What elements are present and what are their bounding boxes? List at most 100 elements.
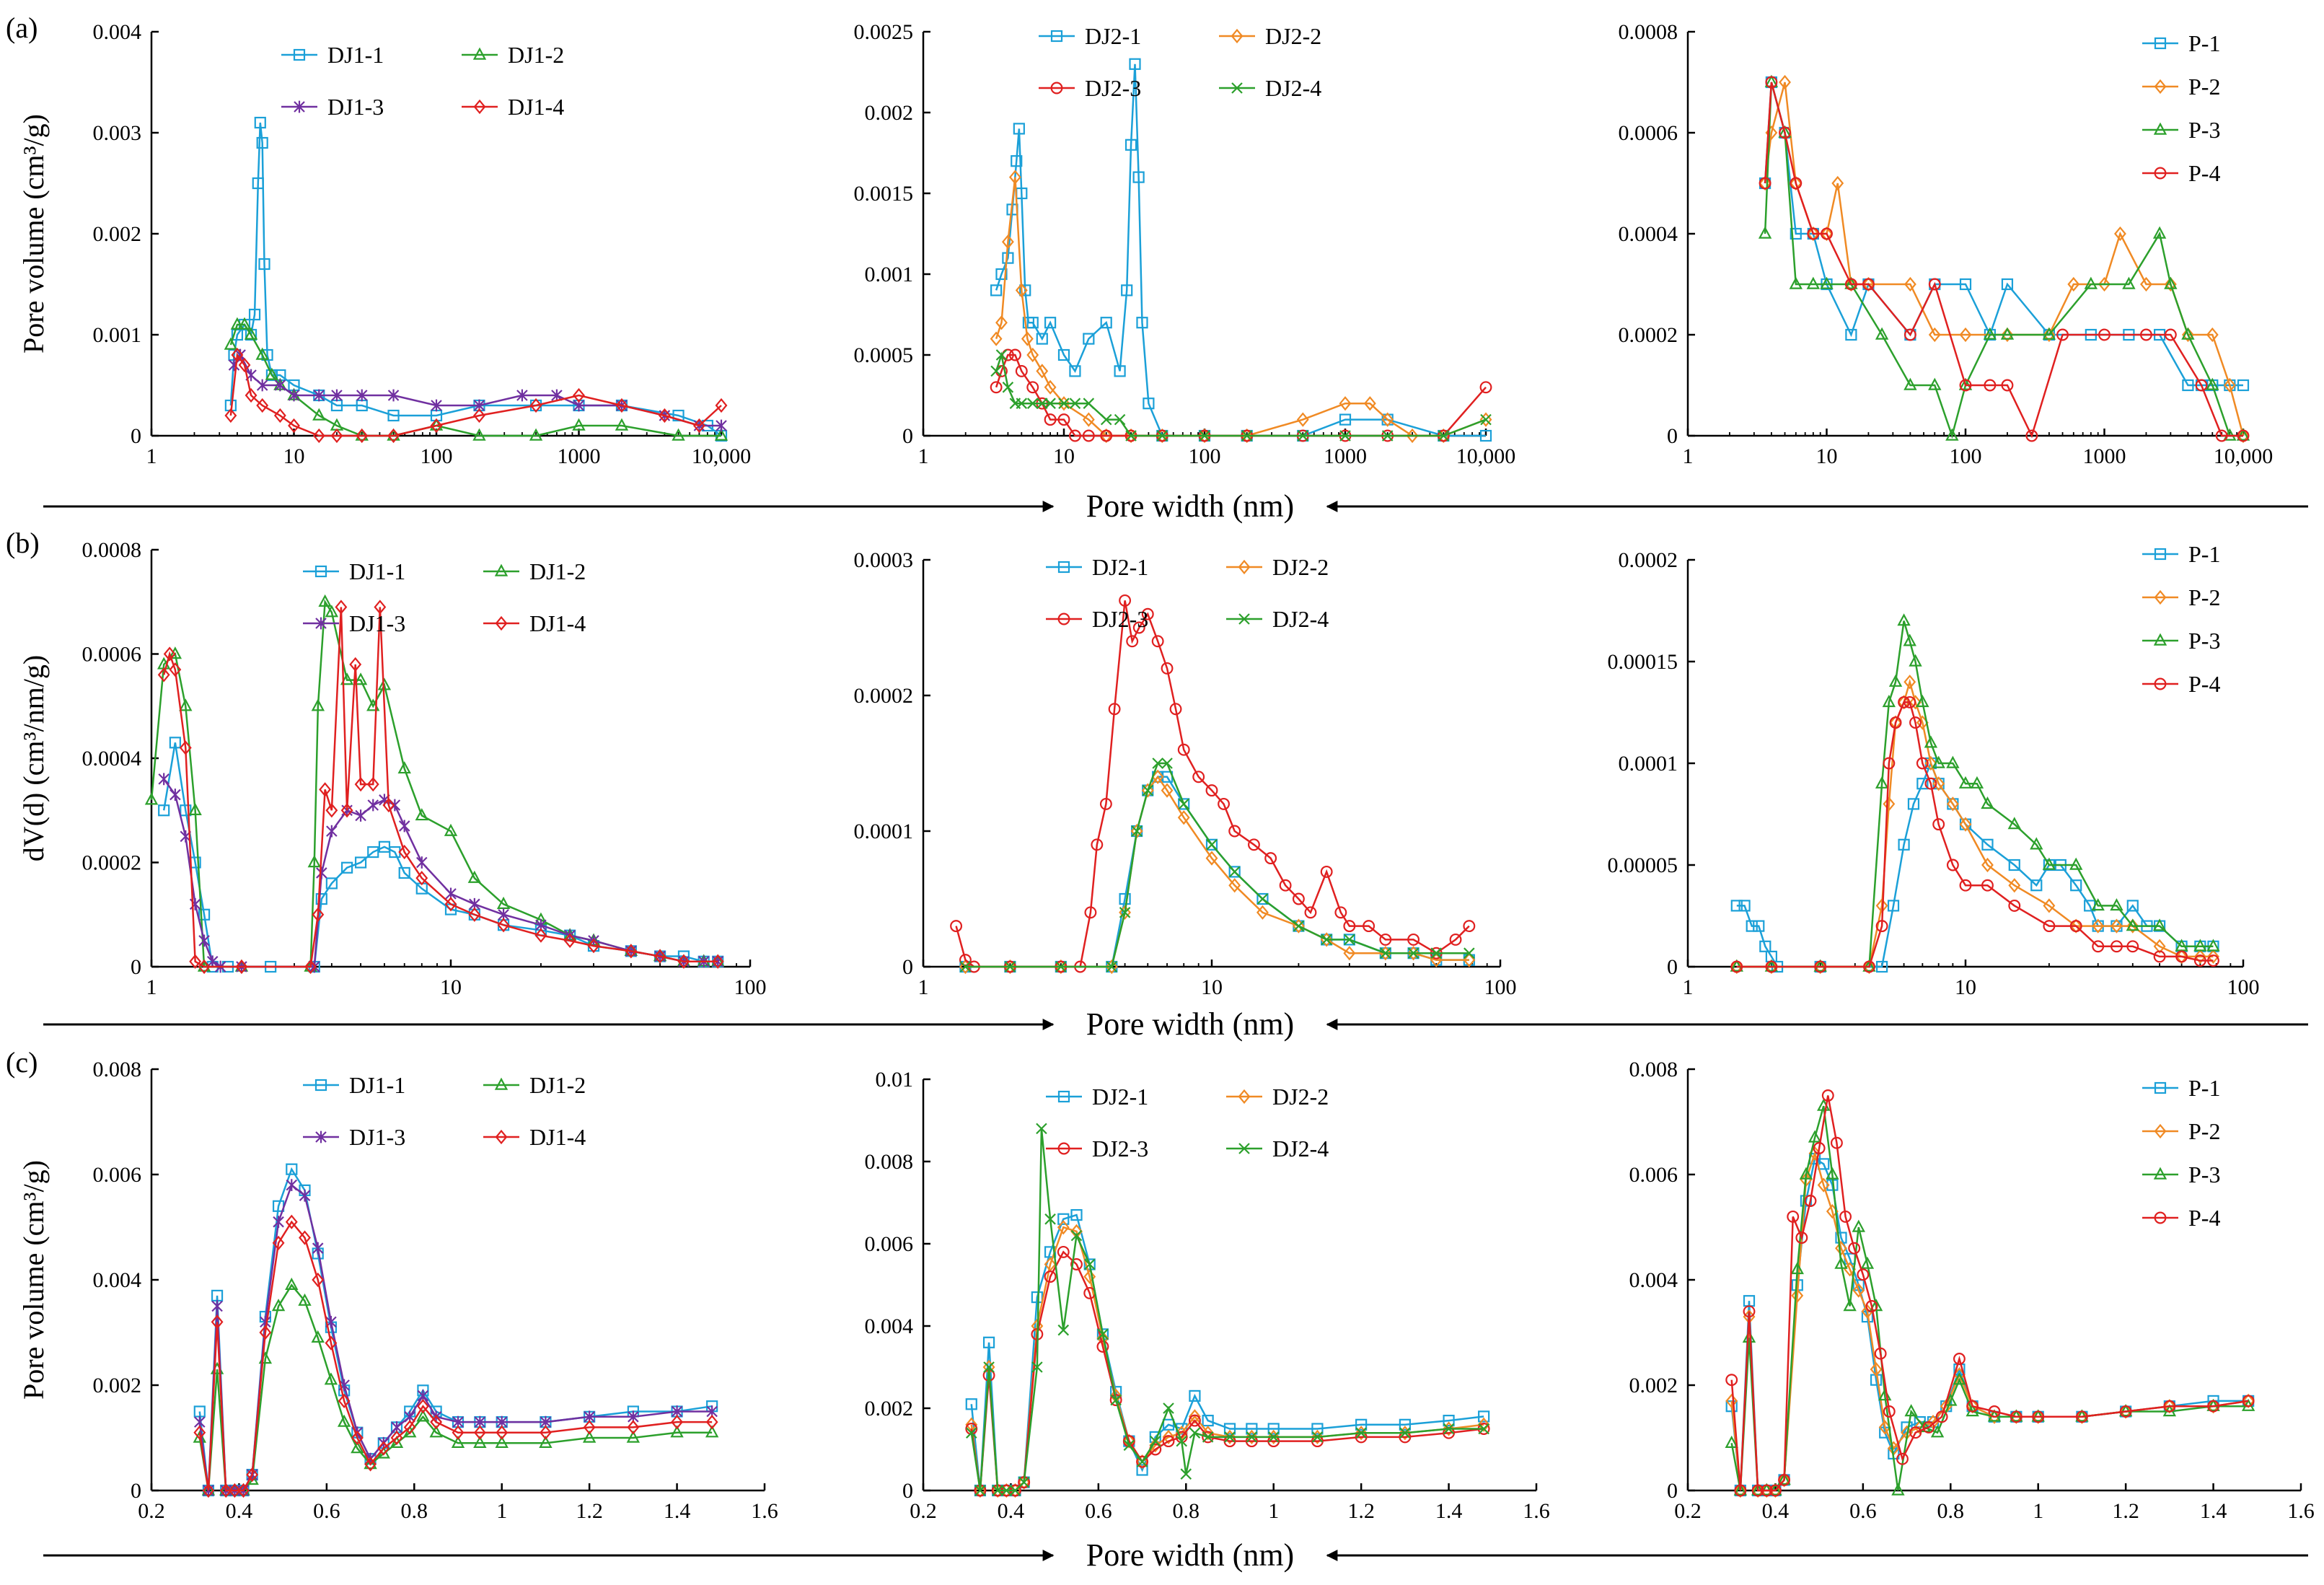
data-point	[1909, 695, 1922, 710]
data-point	[2153, 950, 2166, 963]
series-DJ2-3	[965, 1245, 1490, 1497]
data-point	[228, 1483, 241, 1498]
data-point	[496, 1425, 509, 1440]
data-point	[2008, 878, 2021, 893]
series-line	[1764, 82, 2243, 439]
series-line	[1764, 82, 2245, 436]
data-point	[1835, 1241, 1847, 1256]
legend-entry: P-2	[2142, 584, 2220, 610]
data-point	[330, 428, 343, 444]
data-point	[1083, 1258, 1096, 1270]
data-point	[444, 823, 458, 836]
legend-marker	[1231, 82, 1243, 94]
data-point	[1293, 920, 1305, 932]
data-point	[335, 600, 348, 615]
legend-marker	[1050, 30, 1063, 43]
legend-marker	[314, 565, 327, 578]
data-point	[1904, 1404, 1918, 1417]
data-point	[1725, 1374, 1738, 1387]
data-point	[1008, 170, 1021, 185]
data-point	[1407, 946, 1420, 961]
data-point	[286, 1163, 298, 1175]
legend-entry: DJ1-3	[303, 1124, 405, 1150]
data-point	[1026, 317, 1039, 329]
data-point	[563, 933, 576, 948]
legend-label: DJ2-1	[1085, 23, 1141, 49]
data-point	[2001, 278, 2014, 291]
data-point	[265, 367, 279, 380]
data-point	[452, 1425, 465, 1440]
data-point	[252, 177, 264, 190]
data-point	[1734, 1484, 1747, 1497]
y-tick-label: 0	[1667, 424, 1678, 448]
y-tick-label: 0	[131, 955, 141, 979]
x-tick-label: 1	[918, 444, 929, 468]
data-point	[1180, 1468, 1192, 1480]
y-tick-label: 0.0008	[1619, 20, 1678, 44]
y-tick-label: 0.004	[93, 1268, 142, 1292]
data-point	[2126, 940, 2139, 953]
data-point	[1406, 428, 1419, 444]
data-point	[377, 1441, 390, 1456]
data-point	[274, 379, 286, 392]
legend-entry: DJ2-2	[1226, 1084, 1329, 1110]
data-point	[1932, 755, 1945, 768]
series-P-4	[1725, 1089, 2255, 1497]
data-point	[1334, 906, 1347, 919]
legend-entry: DJ2-4	[1219, 75, 1321, 101]
legend-marker	[1238, 1089, 1251, 1105]
data-point	[2042, 857, 2056, 870]
data-point	[246, 1467, 259, 1483]
legend-label: DJ1-2	[529, 1072, 586, 1098]
y-tick-label: 0.0015	[854, 182, 914, 206]
x-title-c: Pore width (nm)	[1086, 1537, 1294, 1573]
data-point	[705, 1425, 719, 1438]
x-tick-label: 10,000	[2214, 444, 2274, 468]
x-tick-label: 1.4	[1435, 1499, 1463, 1523]
chart-a1: 1 10 100 1000 10,000 0 0.001 0.002 0.003 0.004 Por…	[17, 20, 751, 468]
data-point	[1981, 857, 1994, 873]
legend-label: P-1	[2188, 541, 2220, 567]
y-tick-label: 0.004	[93, 20, 142, 44]
data-point	[356, 389, 368, 402]
data-point	[1044, 317, 1057, 329]
data-point	[1339, 396, 1352, 411]
series-P-2	[1759, 74, 2250, 444]
data-point	[1026, 398, 1039, 409]
series-line	[150, 599, 718, 968]
data-point	[1983, 327, 1997, 340]
series-DJ1-3	[194, 1179, 718, 1497]
data-point	[1865, 1300, 1878, 1312]
x-tick-label: 0.8	[1173, 1499, 1200, 1523]
data-point	[367, 799, 379, 812]
data-point	[1267, 1423, 1280, 1435]
data-point	[1981, 838, 1994, 851]
data-point	[670, 1425, 684, 1438]
y-tick-label: 0	[902, 424, 913, 448]
chart-a2: 1 10 100 1000 10,000 0 0.0005 0.001 0.0015 0.002 0…	[854, 20, 1516, 468]
data-point	[1903, 675, 1916, 690]
series-P-3	[1730, 613, 2220, 972]
data-point	[1339, 430, 1351, 442]
legend-label: P-3	[2188, 628, 2220, 654]
data-point	[273, 1216, 284, 1229]
data-point	[2126, 900, 2139, 912]
data-point	[1311, 1423, 1324, 1435]
data-point	[2043, 920, 2056, 933]
data-point	[1839, 1210, 1852, 1223]
data-point	[235, 959, 248, 975]
data-point	[299, 1189, 311, 1202]
legend-entry: DJ1-3	[303, 610, 405, 636]
legend-marker	[2153, 633, 2167, 646]
data-point	[1069, 398, 1081, 409]
data-point	[416, 1399, 429, 1414]
data-point	[271, 1299, 286, 1312]
series-line	[229, 122, 722, 437]
y-tick-label: 0.0008	[82, 538, 142, 562]
legend-entry: P-3	[2142, 628, 2220, 654]
chart-c2: 0.2 0.4 0.6 0.8 1 1.2 1.4 1.6 0 0.002 0.004 0.006 0.…	[865, 1068, 1550, 1523]
series-DJ1-3	[158, 773, 723, 973]
data-point	[1355, 1418, 1368, 1431]
data-point	[288, 389, 300, 402]
data-point	[1953, 1353, 1966, 1365]
